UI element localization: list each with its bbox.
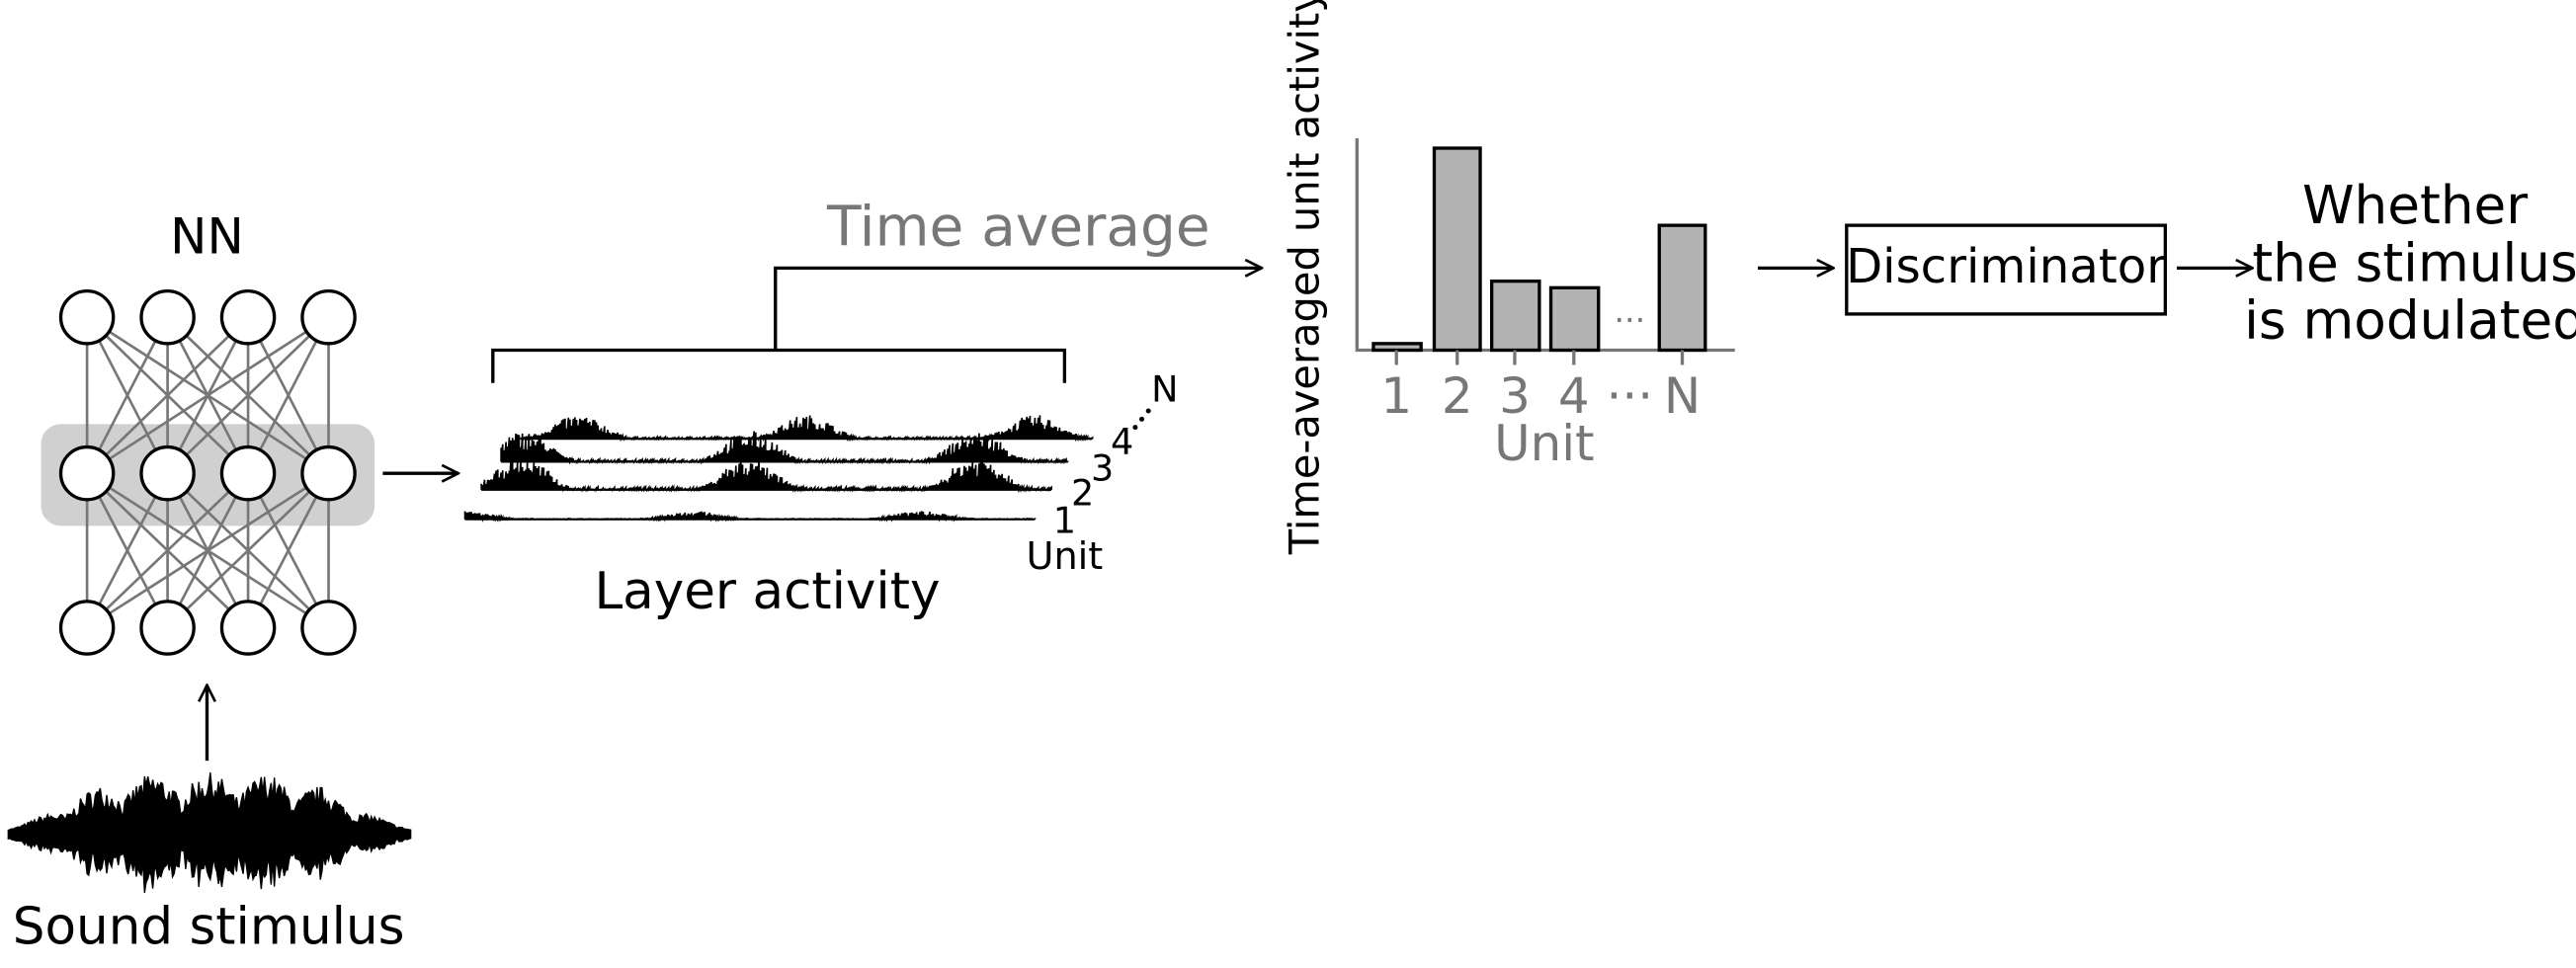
discriminator-label: Discriminator: [1846, 239, 2166, 294]
time-average-label: Time average: [826, 196, 1210, 260]
nn-node: [58, 444, 116, 502]
output-line: is modulated: [2244, 290, 2576, 352]
nn-edge: [85, 316, 169, 474]
nn-node: [139, 600, 196, 656]
unit-label: N: [1151, 368, 1178, 411]
bar: [1432, 146, 1482, 353]
nn-node: [300, 444, 357, 502]
nn-node: [58, 600, 116, 656]
x-tick-label: ···: [1607, 367, 1654, 425]
nn-edge: [86, 316, 249, 475]
tick-marks: [1394, 350, 1685, 365]
output-line: Whether: [2302, 175, 2528, 236]
activity-traces: [463, 415, 1094, 523]
nn-title: NN: [170, 208, 244, 266]
nn-edge: [246, 316, 330, 474]
nn-edge: [86, 472, 249, 629]
unit-label: 2: [1071, 471, 1094, 514]
unit-label: 4: [1111, 421, 1133, 463]
unit-axis-label: Unit: [1026, 535, 1103, 579]
bar: [1371, 342, 1423, 353]
time-average-bracket: [491, 268, 1262, 383]
x-tick-label: 3: [1499, 367, 1531, 425]
x-tick-label: 4: [1558, 367, 1590, 425]
nn-edge: [86, 316, 330, 475]
nn-edge: [166, 472, 330, 629]
y-axis-label: Time-averaged unit activity: [1280, 0, 1328, 555]
x-tick-label: N: [1664, 367, 1701, 425]
nn-node: [300, 288, 357, 346]
unit-label: 3: [1091, 446, 1114, 489]
nn-node: [300, 600, 357, 656]
nn-node: [219, 288, 277, 346]
bar: [1490, 280, 1541, 353]
nn-node: [219, 444, 277, 502]
stimulus-label: Sound stimulus: [13, 897, 405, 956]
nn-edge: [246, 472, 330, 629]
nn-edge: [86, 472, 330, 629]
output-line: the stimulus: [2252, 232, 2576, 293]
nn-node: [219, 600, 277, 656]
sound-waveform: [7, 771, 412, 893]
x-tick-label: 2: [1442, 367, 1473, 425]
bar: [1657, 223, 1707, 353]
axes: [1355, 138, 1735, 353]
activity-trace: [463, 511, 1037, 523]
nn-nodes: [58, 288, 357, 656]
ellipsis: ···: [1614, 301, 1645, 340]
unit-label: 1: [1053, 500, 1076, 542]
nn-node: [58, 288, 116, 346]
nn-edge: [85, 472, 169, 629]
discriminator-box: [1845, 223, 2168, 316]
bar: [1548, 285, 1601, 353]
bars: [1371, 146, 1707, 353]
ellipsis-dots: [1132, 408, 1151, 431]
x-tick-label: 1: [1380, 367, 1412, 425]
activity-trace: [520, 415, 1094, 443]
nn-node: [139, 288, 196, 346]
x-axis-label: Unit: [1494, 415, 1595, 472]
nn-node: [139, 444, 196, 502]
activity-trace: [480, 457, 1052, 494]
nn-edge: [166, 316, 330, 475]
layer-label: Layer activity: [594, 562, 940, 621]
